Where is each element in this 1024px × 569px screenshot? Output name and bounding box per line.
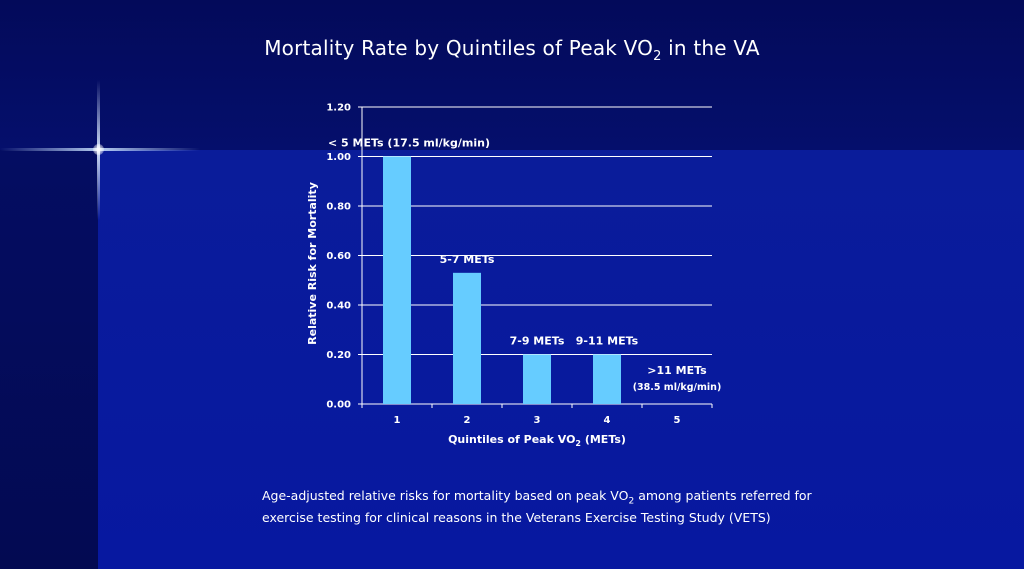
x-axis-label: Quintiles of Peak VO2 (METs) <box>448 433 626 448</box>
y-tick-label: 0.20 <box>326 350 351 361</box>
bar-annotation: 7-9 METs <box>510 335 565 348</box>
bar <box>383 156 411 404</box>
y-tick-label: 0.40 <box>326 301 351 312</box>
slide-title: Mortality Rate by Quintiles of Peak VO2 … <box>0 36 1024 64</box>
slide-title-suffix: in the VA <box>661 36 760 60</box>
sparkle-decoration-core <box>93 144 104 155</box>
y-tick-label: 0.80 <box>326 202 351 213</box>
background-top <box>0 0 1024 150</box>
slide-title-subscript: 2 <box>653 49 662 64</box>
y-tick-label: 1.00 <box>326 152 351 163</box>
x-tick-label: 2 <box>464 415 471 426</box>
y-tick-label: 0.60 <box>326 251 351 262</box>
x-tick-label: 5 <box>674 415 681 426</box>
x-axis-label-main: Quintiles of Peak VO <box>448 433 575 446</box>
caption-subscript: 2 <box>628 496 635 507</box>
background-left <box>0 150 98 569</box>
bar-annotation: 5-7 METs <box>440 253 495 266</box>
bar <box>593 354 621 404</box>
slide-title-main: Mortality Rate by Quintiles of Peak VO <box>264 36 654 60</box>
bar-annotation: < 5 METs (17.5 ml/kg/min) <box>328 137 490 150</box>
y-tick-label: 0.00 <box>326 400 351 411</box>
caption-text-part1: Age-adjusted relative risks for mortalit… <box>262 488 629 503</box>
x-axis-label-subscript: 2 <box>575 439 581 448</box>
bar <box>523 354 551 404</box>
x-tick-label: 1 <box>394 415 401 426</box>
y-axis-label: Relative Risk for Mortality <box>306 182 319 345</box>
bar-annotation: (38.5 ml/kg/min) <box>633 382 722 393</box>
caption-text-part2: among patients referred for exercise tes… <box>262 488 812 525</box>
slide-caption: Age-adjusted relative risks for mortalit… <box>262 488 862 525</box>
x-tick-label: 4 <box>604 415 611 426</box>
bar <box>453 272 481 404</box>
bar-annotation: 9-11 METs <box>576 335 639 348</box>
x-axis-label-suffix: (METs) <box>581 433 626 446</box>
bar-annotation: >11 METs <box>647 364 707 377</box>
x-tick-label: 3 <box>534 415 541 426</box>
background-main <box>98 150 1024 569</box>
y-tick-label: 1.20 <box>326 103 351 114</box>
